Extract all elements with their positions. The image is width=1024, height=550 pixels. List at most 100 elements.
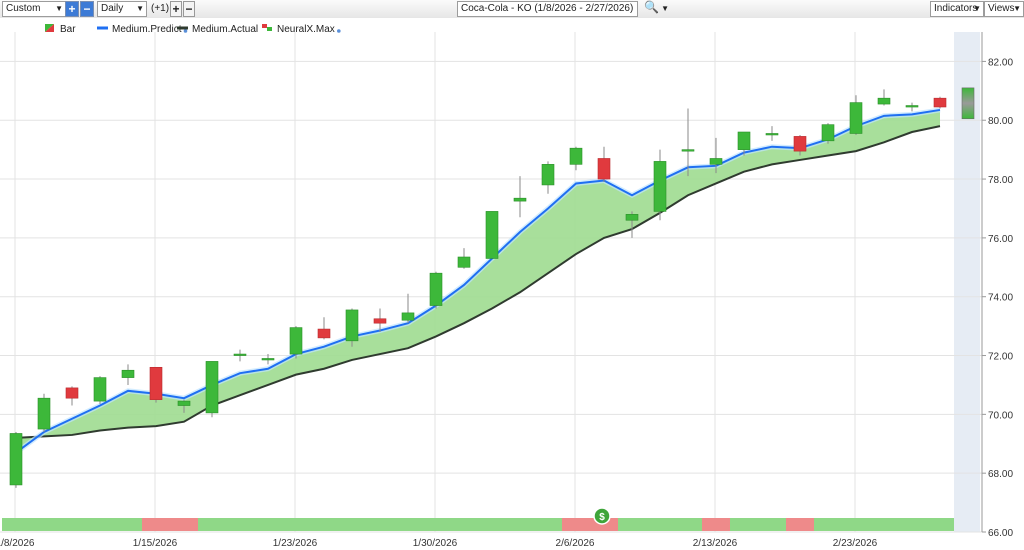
offset-increase-button[interactable]: + bbox=[170, 1, 182, 17]
candle[interactable] bbox=[849, 95, 863, 135]
signal-segment-up bbox=[254, 518, 282, 531]
candle[interactable] bbox=[513, 176, 527, 218]
signal-segment-up bbox=[2, 518, 30, 531]
candle[interactable] bbox=[65, 386, 79, 406]
signal-segment-up bbox=[898, 518, 926, 531]
range-mode-select[interactable]: Custom ▼ bbox=[2, 1, 66, 17]
candle[interactable] bbox=[261, 354, 275, 365]
signal-segment-up bbox=[870, 518, 898, 531]
candle[interactable] bbox=[933, 96, 947, 109]
candle[interactable] bbox=[149, 366, 163, 403]
signal-segment-up bbox=[394, 518, 422, 531]
legend-label: Bar bbox=[60, 24, 76, 35]
toolbar: Custom ▼ + − Daily ▼ (+1) + − Coca-Cola … bbox=[0, 0, 1024, 19]
signal-segment-down bbox=[562, 518, 590, 531]
candle-body-up bbox=[849, 102, 863, 134]
candle[interactable] bbox=[737, 131, 751, 156]
candle[interactable] bbox=[793, 134, 807, 156]
prediction-band bbox=[16, 109, 940, 453]
offset-decrease-button[interactable]: − bbox=[183, 1, 195, 17]
legend-bar[interactable]: Bar bbox=[45, 24, 76, 35]
legend-neuralx-max[interactable]: NeuralX.Max bbox=[262, 24, 341, 35]
signal-segment-up bbox=[842, 518, 870, 531]
legend-label: NeuralX.Max bbox=[277, 24, 335, 35]
candle[interactable] bbox=[877, 89, 891, 106]
legend-label: Medium.Actual bbox=[192, 24, 258, 35]
candle[interactable] bbox=[429, 271, 443, 309]
dollar-signal-icon[interactable] bbox=[593, 507, 611, 525]
candle-body-up bbox=[37, 397, 51, 430]
neuralx-max bbox=[961, 87, 975, 120]
y-tick-label: 80.00 bbox=[988, 116, 1013, 127]
candles[interactable] bbox=[9, 89, 947, 488]
candle-body-down bbox=[317, 328, 331, 339]
candle-body-down bbox=[65, 387, 79, 399]
signal-segment-up bbox=[450, 518, 478, 531]
legend-medium-predict[interactable]: Medium.Predict bbox=[97, 24, 188, 35]
chevron-down-icon: ▼ bbox=[658, 4, 670, 13]
candle[interactable] bbox=[625, 211, 639, 238]
interval-select[interactable]: Daily ▼ bbox=[97, 1, 147, 17]
candle-body-up bbox=[821, 124, 835, 142]
candle[interactable] bbox=[597, 146, 611, 182]
candle[interactable] bbox=[653, 149, 667, 221]
candle[interactable] bbox=[709, 137, 723, 174]
series-medium-predict bbox=[14, 107, 941, 455]
offset-label: (+1) bbox=[151, 3, 170, 14]
indicators-button[interactable]: Indicators ▼ bbox=[930, 1, 984, 17]
candle[interactable] bbox=[233, 349, 247, 362]
zoom-in-button[interactable]: + bbox=[65, 1, 79, 17]
candle[interactable] bbox=[177, 399, 191, 413]
candle[interactable] bbox=[9, 432, 23, 488]
legend-medium-actual[interactable]: Medium.Actual bbox=[177, 24, 258, 35]
candle[interactable] bbox=[37, 393, 51, 432]
candle[interactable] bbox=[485, 211, 499, 259]
candle-body-up bbox=[345, 309, 359, 342]
candle-body-up bbox=[877, 97, 891, 105]
price-chart[interactable]: $ 66.00 68.00 70.00 72.00 74.00 76.00 78.00 80.… bbox=[0, 18, 1024, 550]
chevron-down-icon: ▼ bbox=[55, 4, 63, 13]
symbol-title: Coca-Cola - KO (1/8/2026 - 2/27/2026) bbox=[461, 3, 634, 14]
candle[interactable] bbox=[345, 308, 359, 347]
candle[interactable] bbox=[289, 326, 303, 359]
candle[interactable] bbox=[569, 146, 583, 171]
legend-settings-dot[interactable] bbox=[337, 29, 341, 33]
candle[interactable] bbox=[317, 317, 331, 340]
signal-segment-up bbox=[366, 518, 394, 531]
symbol-field[interactable]: Coca-Cola - KO (1/8/2026 - 2/27/2026) bbox=[457, 1, 638, 17]
y-tick-label: 78.00 bbox=[988, 175, 1013, 186]
candle-body-up bbox=[177, 400, 191, 406]
candle[interactable] bbox=[93, 376, 107, 405]
signal-segment-up bbox=[758, 518, 786, 531]
legend: Bar Medium.Predict Medium.Actual NeuralX.Ma… bbox=[45, 24, 341, 35]
candle[interactable] bbox=[681, 108, 695, 177]
signal-segment-up bbox=[674, 518, 702, 531]
candle-body-up bbox=[541, 164, 555, 186]
legend-swatch-down bbox=[262, 24, 267, 28]
views-button[interactable]: Views ▼ bbox=[984, 1, 1024, 17]
legend-settings-dot[interactable] bbox=[183, 29, 188, 33]
zoom-out-button[interactable]: − bbox=[80, 1, 94, 17]
views-label: Views bbox=[988, 3, 1015, 14]
candle-body-up bbox=[569, 147, 583, 165]
candle[interactable] bbox=[401, 293, 415, 324]
candle[interactable] bbox=[765, 126, 779, 141]
legend-swatch-down bbox=[45, 24, 54, 32]
candle-body-up bbox=[429, 272, 443, 306]
candle[interactable] bbox=[821, 123, 835, 144]
signal-segment-up bbox=[198, 518, 226, 531]
candle[interactable] bbox=[121, 364, 135, 385]
x-tick-label: 2/23/2026 bbox=[833, 538, 878, 549]
signal-segment-up bbox=[618, 518, 646, 531]
candle[interactable] bbox=[457, 248, 471, 269]
candle-body-up bbox=[121, 369, 135, 378]
candle[interactable] bbox=[373, 308, 387, 332]
x-tick-label: 1/8/2026 bbox=[0, 538, 35, 549]
signal-segment-up bbox=[534, 518, 562, 531]
search-button[interactable]: 🔍 ▼ bbox=[644, 0, 669, 16]
signal-segment-up bbox=[926, 518, 954, 531]
candle[interactable] bbox=[541, 161, 555, 194]
signal-segment-up bbox=[310, 518, 338, 531]
candle[interactable] bbox=[905, 102, 919, 112]
candle[interactable] bbox=[205, 361, 219, 418]
